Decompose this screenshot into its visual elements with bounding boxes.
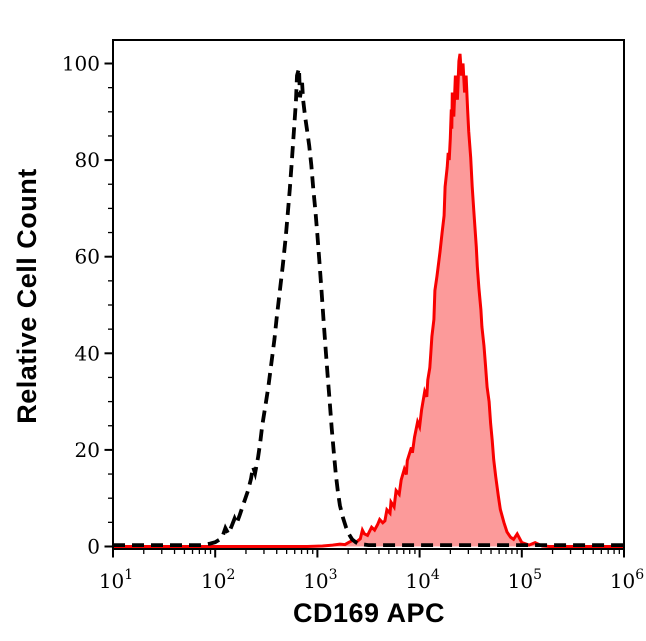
y-tick-label: 60 <box>75 245 100 269</box>
x-axis-label: CD169 APC <box>293 598 445 628</box>
y-tick-label: 100 <box>62 52 100 76</box>
x-tick-label: 106 <box>610 567 644 593</box>
y-tick-label: 40 <box>75 341 100 365</box>
axes-frame-and-ticks <box>104 39 625 558</box>
sample-histogram-outline <box>113 53 624 548</box>
x-tick-exponent: 5 <box>533 567 542 583</box>
control-histogram-dashed-outline <box>113 67 624 547</box>
histogram-curves <box>113 53 624 548</box>
plot-frame <box>112 39 625 550</box>
x-tick-label: 104 <box>405 567 439 593</box>
x-tick-label: 102 <box>201 567 235 593</box>
x-tick-label: 103 <box>303 567 337 593</box>
sample-histogram-fill <box>113 53 624 547</box>
x-tick-exponent: 6 <box>635 567 644 583</box>
y-tick-label: 80 <box>75 148 100 172</box>
x-tick-exponent: 4 <box>431 567 440 583</box>
x-tick-exponent: 1 <box>124 567 133 583</box>
tick-labels: 0 20 40 60 80 100 101 102 103 104 105 106 <box>62 52 644 594</box>
x-tick-exponent: 3 <box>329 567 338 583</box>
y-tick-label: 0 <box>87 535 100 559</box>
x-tick-exponent: 2 <box>226 567 235 583</box>
y-axis-label: Relative Cell Count <box>12 168 42 424</box>
y-tick-label: 20 <box>75 438 100 462</box>
x-tick-label: 105 <box>508 567 542 593</box>
x-tick-label: 101 <box>99 567 133 593</box>
